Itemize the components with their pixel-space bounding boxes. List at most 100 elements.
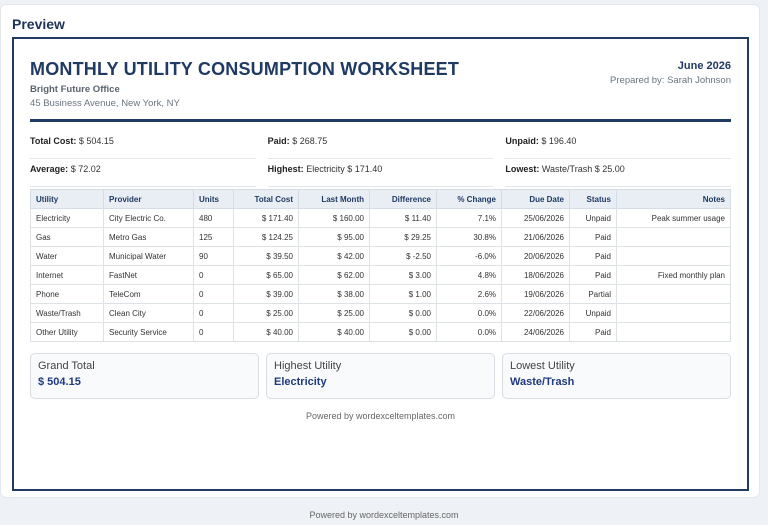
box-value: Waste/Trash [510, 376, 575, 388]
cell-utility: Internet [30, 265, 104, 285]
cell-last-month: $ 160.00 [298, 208, 370, 228]
company-name: Bright Future Office [30, 84, 120, 95]
cell-utility: Water [30, 246, 104, 266]
column-header: Units [193, 189, 234, 209]
cell-notes [616, 303, 731, 323]
cell-units: 480 [193, 208, 234, 228]
summary-section: Total Cost: $ 504.15 Paid: $ 268.75 Unpa… [30, 131, 732, 187]
cell-total-cost: $ 124.25 [233, 227, 299, 247]
cell-status: Partial [569, 284, 617, 304]
cell-utility: Other Utility [30, 322, 104, 342]
summary-boxes: Grand Total $ 504.15 Highest Utility Ele… [30, 353, 731, 399]
cell-status: Paid [569, 246, 617, 266]
cell-last-month: $ 95.00 [298, 227, 370, 247]
table-row: Phone TeleCom 0 $ 39.00 $ 38.00 $ 1.00 2.6% 19/… [30, 284, 731, 304]
cell-percent-change: 4.8% [436, 265, 502, 285]
cell-notes [616, 322, 731, 342]
cell-units: 0 [193, 265, 234, 285]
cell-last-month: $ 25.00 [298, 303, 370, 323]
cell-total-cost: $ 39.50 [233, 246, 299, 266]
cell-provider: Municipal Water [103, 246, 194, 266]
cell-percent-change: 2.6% [436, 284, 502, 304]
worksheet-document: MONTHLY UTILITY CONSUMPTION WORKSHEET Br… [12, 37, 749, 491]
table-row: Waste/Trash Clean City 0 $ 25.00 $ 25.00 $ 0.… [30, 303, 731, 323]
cell-units: 0 [193, 303, 234, 323]
cell-notes [616, 284, 731, 304]
lowest-utility-box: Lowest Utility Waste/Trash [502, 353, 731, 399]
grand-total-box: Grand Total $ 504.15 [30, 353, 259, 399]
cell-units: 125 [193, 227, 234, 247]
cell-total-cost: $ 65.00 [233, 265, 299, 285]
cell-total-cost: $ 40.00 [233, 322, 299, 342]
utility-table: Utility Provider Units Total Cost Last M… [30, 189, 731, 342]
cell-percent-change: -6.0% [436, 246, 502, 266]
cell-utility: Gas [30, 227, 104, 247]
cell-percent-change: 0.0% [436, 303, 502, 323]
cell-utility: Electricity [30, 208, 104, 228]
column-header: Status [569, 189, 617, 209]
preview-heading: Preview [12, 16, 65, 32]
column-header: Utility [30, 189, 104, 209]
table-header-row: Utility Provider Units Total Cost Last M… [30, 189, 731, 209]
cell-status: Paid [569, 265, 617, 285]
cell-notes: Peak summer usage [616, 208, 731, 228]
cell-last-month: $ 42.00 [298, 246, 370, 266]
column-header: % Change [436, 189, 502, 209]
cell-difference: $ -2.50 [369, 246, 437, 266]
table-body: Electricity City Electric Co. 480 $ 171.40 $… [30, 208, 731, 342]
cell-percent-change: 0.0% [436, 322, 502, 342]
cell-last-month: $ 62.00 [298, 265, 370, 285]
cell-difference: $ 3.00 [369, 265, 437, 285]
cell-provider: Metro Gas [103, 227, 194, 247]
preview-card: Preview MONTHLY UTILITY CONSUMPTION WORK… [0, 4, 760, 498]
cell-last-month: $ 40.00 [298, 322, 370, 342]
cell-status: Unpaid [569, 303, 617, 323]
cell-difference: $ 29.25 [369, 227, 437, 247]
document-footer: Powered by wordexceltemplates.com [305, 411, 456, 421]
cell-units: 0 [193, 284, 234, 304]
cell-utility: Phone [30, 284, 104, 304]
cell-units: 0 [193, 322, 234, 342]
column-header: Last Month [298, 189, 370, 209]
box-value: $ 504.15 [38, 376, 81, 388]
cell-total-cost: $ 25.00 [233, 303, 299, 323]
summary-paid: Paid: $ 268.75 [267, 131, 494, 159]
cell-due-date: 18/06/2026 [501, 265, 570, 285]
cell-difference: $ 0.00 [369, 303, 437, 323]
box-label: Lowest Utility [510, 360, 575, 372]
cell-provider: Security Service [103, 322, 194, 342]
cell-notes [616, 246, 731, 266]
company-address: 45 Business Avenue, New York, NY [30, 98, 180, 109]
cell-due-date: 21/06/2026 [501, 227, 570, 247]
cell-total-cost: $ 39.00 [233, 284, 299, 304]
cell-percent-change: 7.1% [436, 208, 502, 228]
cell-notes [616, 227, 731, 247]
cell-provider: Clean City [103, 303, 194, 323]
column-header: Total Cost [233, 189, 299, 209]
cell-total-cost: $ 171.40 [233, 208, 299, 228]
column-header: Notes [616, 189, 731, 209]
cell-notes: Fixed monthly plan [616, 265, 731, 285]
summary-highest: Highest: Electricity $ 171.40 [267, 159, 494, 187]
box-label: Highest Utility [274, 360, 342, 372]
cell-provider: TeleCom [103, 284, 194, 304]
table-row: Other Utility Security Service 0 $ 40.00 $ 4… [30, 322, 731, 342]
cell-due-date: 25/06/2026 [501, 208, 570, 228]
table-row: Electricity City Electric Co. 480 $ 171.40 $… [30, 208, 731, 228]
worksheet-title: MONTHLY UTILITY CONSUMPTION WORKSHEET [30, 59, 460, 79]
cell-status: Paid [569, 227, 617, 247]
table-row: Gas Metro Gas 125 $ 124.25 $ 95.00 $ 29.25 30.… [30, 227, 731, 247]
cell-units: 90 [193, 246, 234, 266]
summary-unpaid: Unpaid: $ 196.40 [505, 131, 732, 159]
box-label: Grand Total [38, 360, 95, 372]
cell-provider: FastNet [103, 265, 194, 285]
cell-percent-change: 30.8% [436, 227, 502, 247]
prepared-by: Prepared by: Sarah Johnson [610, 75, 731, 86]
summary-lowest: Lowest: Waste/Trash $ 25.00 [505, 159, 732, 187]
cell-status: Unpaid [569, 208, 617, 228]
cell-last-month: $ 38.00 [298, 284, 370, 304]
cell-provider: City Electric Co. [103, 208, 194, 228]
box-value: Electricity [274, 376, 327, 388]
cell-difference: $ 11.40 [369, 208, 437, 228]
cell-due-date: 24/06/2026 [501, 322, 570, 342]
